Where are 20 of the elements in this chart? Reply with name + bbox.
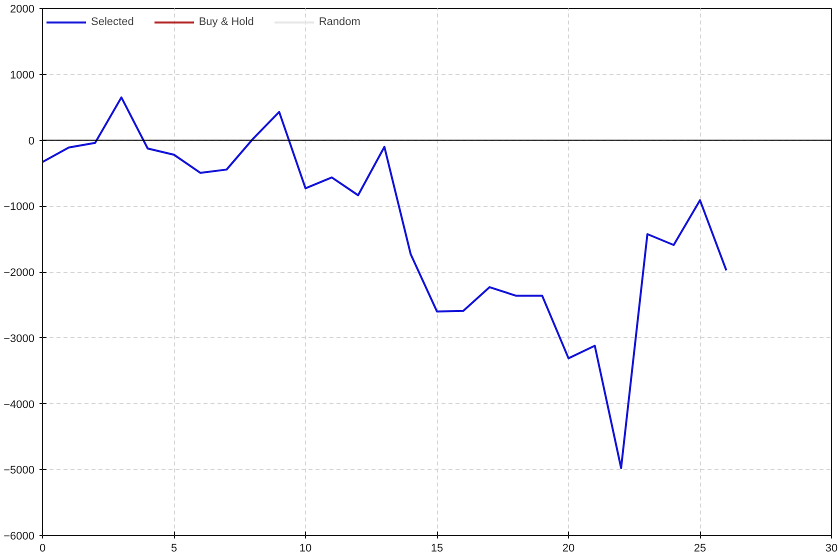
y-tick-label: 1000	[10, 69, 35, 82]
y-tick-label: −3000	[4, 332, 35, 345]
y-tick-label: −1000	[4, 201, 35, 214]
y-tick-label: −6000	[4, 530, 35, 542]
legend-label: Selected	[91, 16, 134, 28]
x-tick-label: 25	[694, 542, 706, 554]
y-tick-label: 0	[28, 135, 35, 148]
y-tick-label: −4000	[4, 398, 35, 411]
y-tick-label: 2000	[10, 4, 35, 16]
legend-label: Random	[318, 16, 360, 28]
x-tick-label: 5	[170, 542, 178, 554]
x-tick-label: 10	[299, 542, 312, 554]
y-tick-label: −2000	[4, 267, 35, 279]
y-tick-label: −5000	[4, 464, 35, 477]
legend-label: Buy & Hold	[198, 16, 254, 28]
x-tick-label: 30	[825, 542, 838, 554]
x-tick-label: 0	[39, 542, 46, 554]
x-tick-label: 15	[430, 542, 444, 554]
x-tick-label: 20	[562, 542, 575, 554]
line-series	[42, 96, 728, 469]
